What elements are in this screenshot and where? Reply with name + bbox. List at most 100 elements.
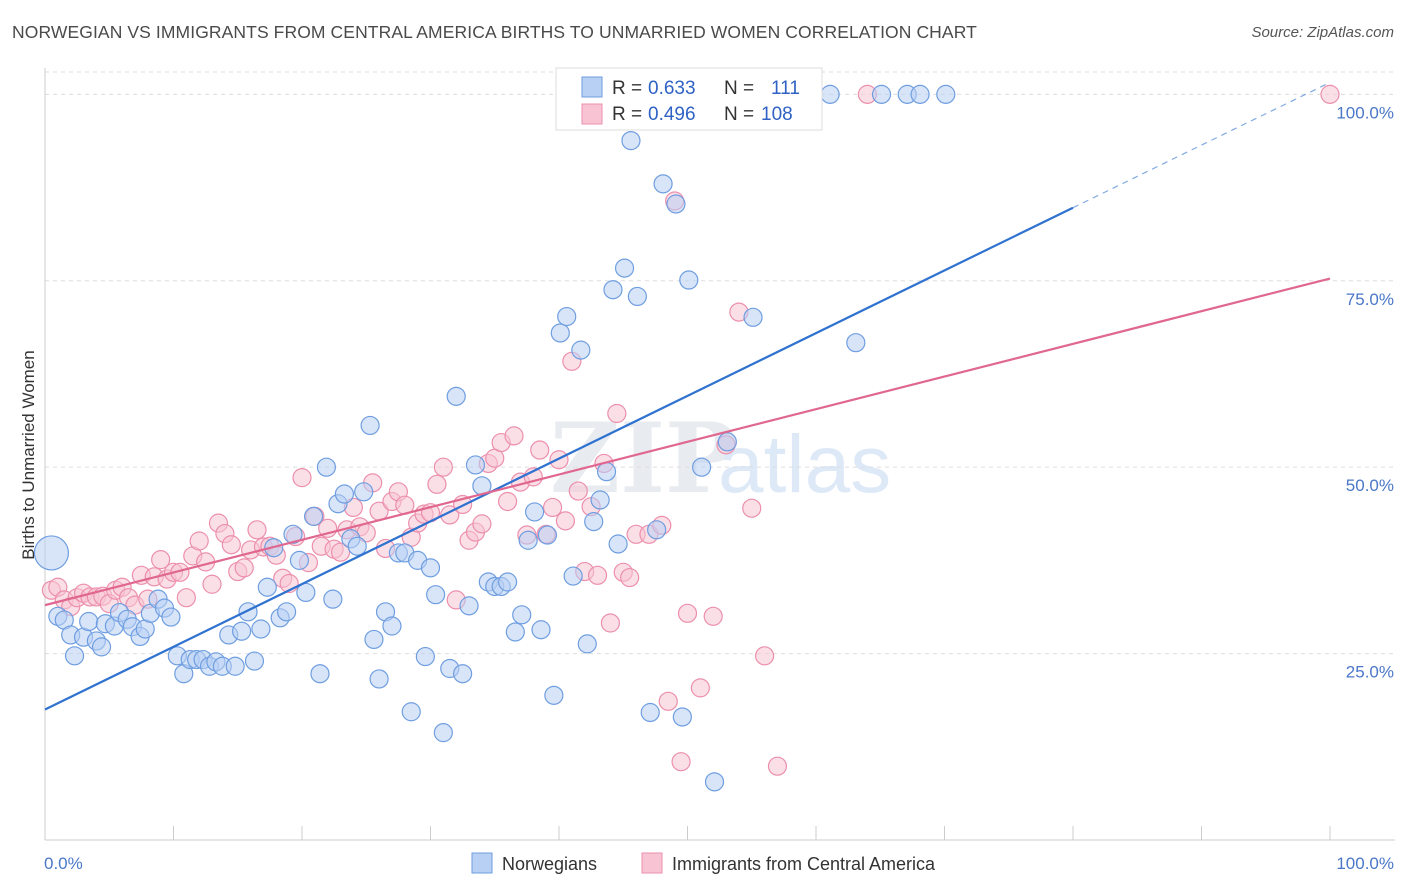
norwegians-point-104 [743, 307, 763, 327]
norwegians-trend-extension [1072, 81, 1331, 209]
stats-legend: R = 0.633 N = 111 R = 0.496 N = 108 [555, 67, 823, 131]
norwegians-point-87 [596, 462, 617, 482]
immigrants-point-76 [530, 440, 550, 460]
norwegians-point-81 [557, 306, 577, 327]
y-tick-label-3: 100.0% [1336, 103, 1394, 122]
y-tick-label-1: 50.0% [1346, 476, 1394, 495]
norwegians-point-31 [238, 602, 258, 622]
immigrants-point-99 [703, 606, 723, 626]
immigrants-point-104 [767, 756, 788, 776]
immigrants-point-96 [671, 752, 691, 772]
norwegians-point-8 [91, 637, 112, 657]
norwegians-point-40 [296, 582, 316, 603]
norwegians-point-85 [584, 512, 604, 532]
norwegians-point-41 [303, 506, 324, 526]
immigrants-trend-line [44, 277, 1331, 607]
immigrants-point-32 [247, 520, 267, 540]
norwegians-point-84 [577, 634, 597, 654]
series-legend-label-immigrants: Immigrants from Central America [672, 854, 936, 874]
norwegians-point-51 [364, 629, 384, 650]
x-tick-label-max: 100.0% [1336, 854, 1394, 873]
norwegians-point-76 [524, 502, 545, 522]
legend-r-value-1: 0.633 [648, 78, 696, 99]
norwegians-point-42 [310, 664, 330, 684]
legend-swatch-blue [581, 76, 603, 98]
norwegians-point-78 [537, 525, 558, 545]
norwegians-point-38 [283, 524, 303, 544]
immigrants-point-94 [658, 691, 678, 711]
trend-lines [44, 81, 1331, 711]
norwegians-point-79 [544, 685, 564, 705]
immigrants-point-103 [754, 646, 775, 666]
norwegians-point-89 [608, 534, 628, 554]
legend-r-label-1: R = [612, 78, 642, 99]
immigrants-point-23 [189, 531, 209, 551]
immigrants-point-98 [690, 678, 710, 698]
norwegians-point-77 [531, 620, 551, 640]
norwegians-point-75 [518, 530, 538, 550]
series-legend-swatch-norwegians [471, 852, 493, 874]
legend-r-value-2: 0.496 [648, 104, 696, 125]
immigrants-point-71 [498, 491, 518, 512]
norwegians-point-98 [679, 270, 699, 290]
norwegians-point-4 [64, 646, 85, 666]
norwegians-point-46 [334, 484, 355, 504]
norwegians-point-62 [433, 723, 453, 743]
immigrants-point-78 [542, 497, 563, 518]
norwegians-point-48 [347, 536, 367, 556]
norwegians-point-102 [717, 432, 737, 452]
norwegians-point-57 [401, 702, 421, 722]
norwegians-point-19 [161, 607, 181, 627]
norwegians-point-32 [244, 651, 265, 671]
chart-source: Source: ZipAtlas.com [1251, 24, 1394, 41]
norwegians-point-30 [232, 621, 252, 641]
norwegians-point-52 [369, 669, 389, 689]
immigrants-point-61 [433, 457, 453, 477]
y-tick-label-0: 25.0% [1346, 663, 1394, 682]
norwegians-point-34 [257, 577, 277, 597]
norwegians-points [33, 84, 956, 792]
norwegians-point-109 [936, 84, 956, 104]
norwegians-point-50 [360, 415, 380, 436]
norwegians-point-94 [647, 520, 667, 540]
norwegians-point-61 [426, 585, 446, 605]
axes [44, 68, 1395, 841]
norwegians-point-97 [672, 707, 692, 727]
norwegians-point-43 [316, 457, 337, 477]
norwegians-point-83 [571, 340, 591, 360]
immigrants-point-28 [221, 535, 241, 555]
legend-n-label-1: N = [724, 78, 754, 99]
norwegians-point-86 [590, 490, 610, 510]
norwegians-point-90 [614, 258, 635, 278]
norwegians-point-0 [33, 535, 70, 571]
norwegians-point-96 [666, 194, 686, 214]
legend-r-label-2: R = [612, 104, 642, 125]
chart-title: NORWEGIAN VS IMMIGRANTS FROM CENTRAL AME… [12, 22, 977, 42]
norwegians-point-99 [692, 457, 712, 477]
norwegians-point-66 [459, 596, 479, 616]
norwegians-point-106 [846, 333, 866, 353]
norwegians-point-72 [498, 572, 518, 592]
norwegians-point-64 [446, 386, 466, 406]
norwegians-point-44 [323, 589, 343, 609]
immigrants-point-90 [620, 567, 640, 588]
immigrants-point-30 [234, 558, 254, 578]
immigrants-point-102 [742, 498, 762, 518]
norwegians-point-101 [704, 772, 725, 792]
x-tick-label-min: 0.0% [44, 854, 83, 873]
norwegians-point-29 [225, 656, 245, 676]
legend-n-value-1: 111 [771, 78, 800, 99]
norwegians-point-92 [627, 286, 647, 307]
series-legend: Norwegians Immigrants from Central Ameri… [471, 852, 936, 874]
immigrants-point-39 [292, 468, 312, 488]
immigrants-point-107 [1320, 84, 1340, 104]
y-axis-title: Births to Unmarried Women [19, 350, 38, 559]
immigrants-point-17 [151, 550, 171, 570]
norwegians-point-93 [640, 702, 660, 723]
norwegians-point-6 [79, 611, 99, 632]
immigrants-point-97 [677, 603, 698, 623]
legend-swatch-pink [581, 103, 603, 125]
immigrants-point-60 [427, 474, 447, 494]
norwegians-point-39 [289, 550, 310, 570]
norwegians-point-73 [505, 622, 525, 642]
